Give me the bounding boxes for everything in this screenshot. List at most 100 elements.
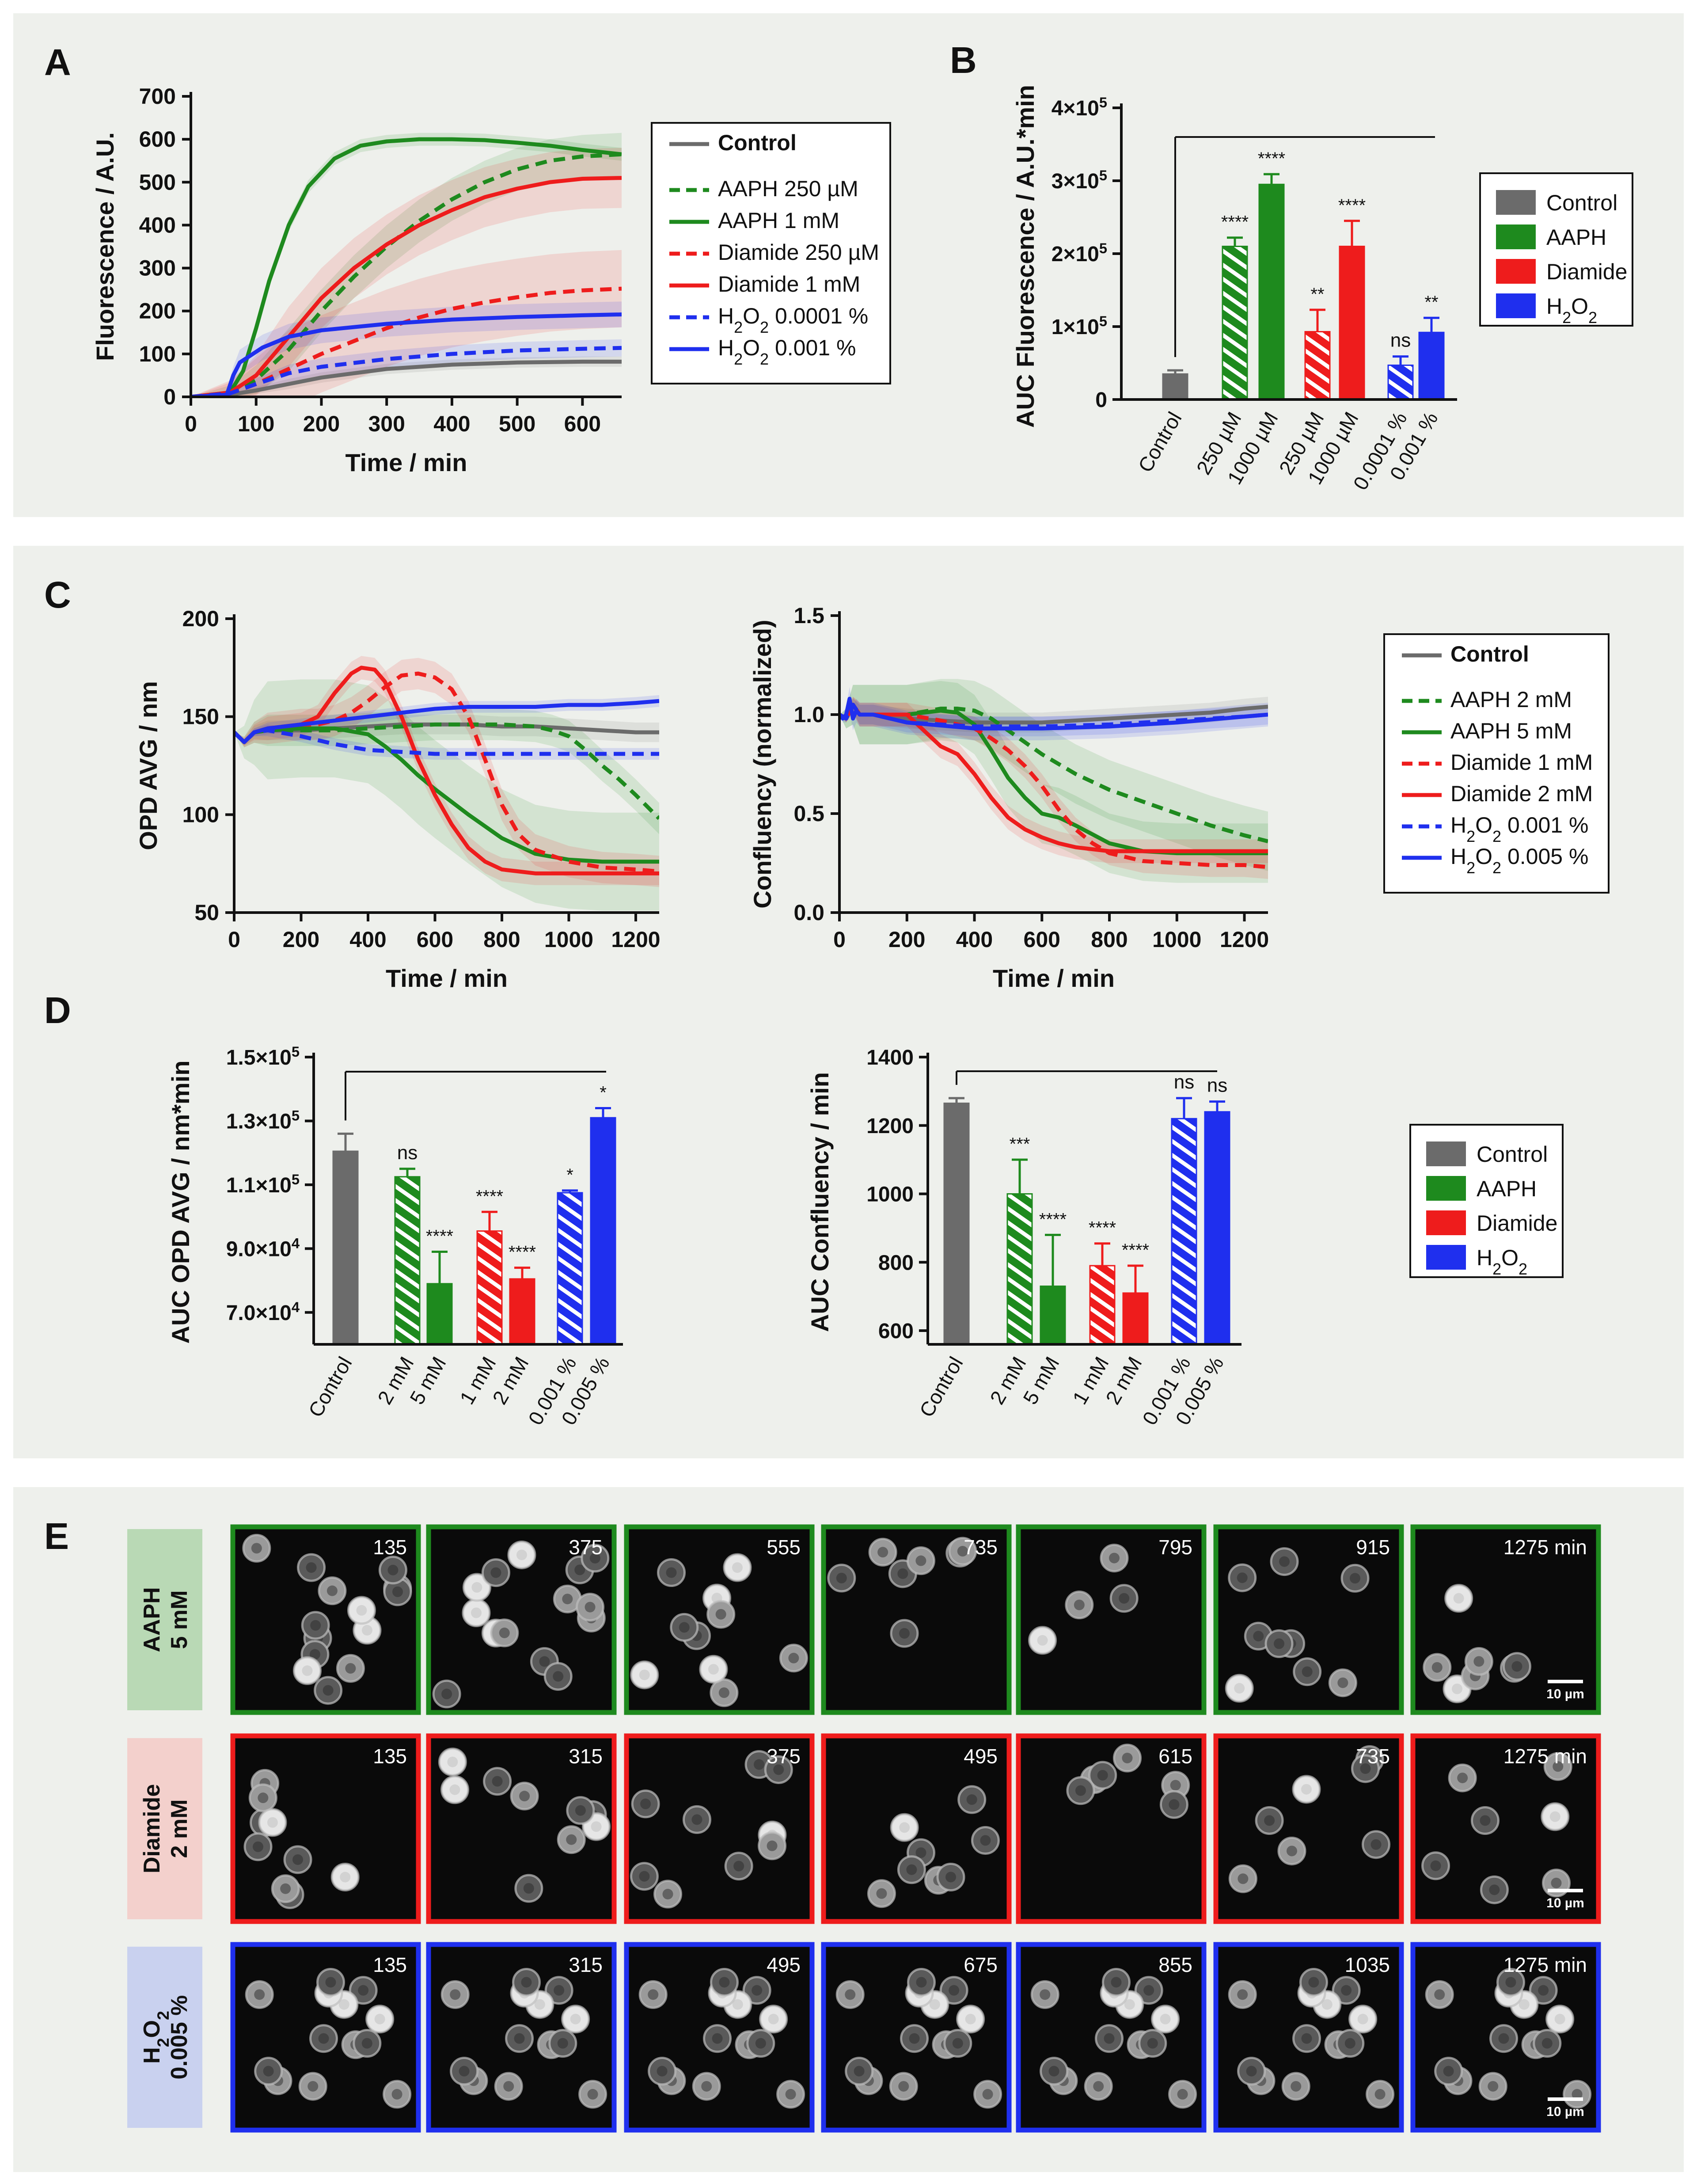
cell-center <box>949 1985 960 1996</box>
legend-label: AAPH 250 µM <box>718 176 858 201</box>
time-label: 855 <box>1158 1953 1192 1976</box>
subscript: 2 <box>154 2011 172 2020</box>
x-tick-label: 400 <box>349 927 386 952</box>
cell-center <box>1498 2033 1509 2044</box>
legend-label: AAPH <box>1477 1176 1537 1201</box>
y-tick-label: 1400 <box>866 1046 914 1069</box>
cell-center <box>1124 1999 1135 2010</box>
panel-letter-b: B <box>950 39 977 81</box>
cell-center <box>1302 1666 1313 1677</box>
cell-center <box>499 1627 510 1638</box>
panel-e-micrographs: AAPH 5 mM 135 375 555 735 795 915 1275 min 10 µm D… <box>127 1524 1601 2133</box>
error-band-diamide <box>234 658 659 887</box>
cell-center <box>732 1999 743 2010</box>
micrograph-tile: 735 <box>1213 1733 1404 1924</box>
cell-center <box>1301 2033 1312 2044</box>
y-axis-title: AUC Confluency / min <box>806 1072 834 1332</box>
chart-b-auc-fluorescence: Control****250 µM****1000 µM**250 µM****… <box>1011 85 1633 494</box>
cell <box>723 1553 752 1582</box>
tick-exponent: 5 <box>292 1043 300 1060</box>
significance-label: ns <box>1174 1071 1194 1093</box>
cell-center <box>356 1605 367 1616</box>
time-label: 135 <box>373 1745 407 1768</box>
micrograph-tile: 315 <box>426 1733 617 1924</box>
error-band-h2o2 <box>191 339 622 397</box>
cell <box>956 2005 985 2034</box>
text-span: O <box>1571 294 1588 319</box>
cell-center <box>1350 1573 1361 1584</box>
cell-center <box>715 1609 726 1620</box>
bar-h2o2 <box>1387 364 1414 400</box>
panel-letter-a: A <box>44 42 71 83</box>
x-tick-label: 600 <box>417 927 453 952</box>
cell-center <box>566 1834 577 1845</box>
y-tick-label: 1.3×105 <box>226 1107 300 1134</box>
cell-center <box>562 1594 573 1605</box>
cell-center <box>1040 1989 1051 2000</box>
subscript: 2 <box>734 318 743 336</box>
cell <box>347 1596 376 1625</box>
legend-label: Diamide <box>1546 259 1627 284</box>
text-span: O <box>1475 844 1492 869</box>
cell-center <box>701 2081 712 2092</box>
significance-label: **** <box>1039 1210 1067 1229</box>
bar-aaph <box>394 1176 421 1345</box>
y-tick-label: 2×105 <box>1052 240 1107 266</box>
error-band-aaph <box>234 679 659 911</box>
x-tick-label: 100 <box>238 411 274 436</box>
x-tick-label: 1000 <box>544 927 593 952</box>
y-tick-label: 200 <box>182 606 219 631</box>
series-line-h2o2-solid <box>234 699 659 744</box>
legend-label: H2O2 0.001 % <box>1450 813 1588 845</box>
text-span: H <box>718 335 734 360</box>
cell-center <box>1097 1770 1108 1781</box>
cell-center <box>719 1977 730 1988</box>
cell-center <box>640 1798 651 1809</box>
y-tick-label: 1.5×105 <box>226 1043 300 1070</box>
text-span: 0.001 % <box>1501 813 1588 837</box>
tick-exponent: 5 <box>292 1107 300 1123</box>
legend-label: Diamide <box>1477 1211 1557 1236</box>
category-label: Control <box>1133 408 1186 476</box>
cell-center <box>965 2013 976 2024</box>
y-tick-label: 100 <box>182 802 219 827</box>
legend-swatch-diamide <box>1426 1210 1466 1235</box>
cell-center <box>267 1817 278 1828</box>
x-tick-label: 600 <box>1024 927 1060 952</box>
cell-center <box>253 1841 264 1852</box>
series-line-h2o2-solid <box>191 312 622 397</box>
cell-center <box>254 1989 265 2000</box>
micrograph-tile: 375 <box>624 1733 815 1924</box>
cell-center <box>258 1792 269 1804</box>
cell-center <box>1430 1860 1441 1871</box>
subscript: 2 <box>1519 1260 1527 1278</box>
cell <box>630 1660 659 1689</box>
tick-exponent: 5 <box>1099 240 1107 256</box>
cell-center <box>845 1989 856 2000</box>
cell-center <box>639 1871 650 1882</box>
legend-label: H2O2 0.005 % <box>1450 844 1588 877</box>
cell-center <box>574 1564 585 1575</box>
significance-label: **** <box>1221 213 1249 232</box>
tick-mantissa: 3×10 <box>1052 170 1099 193</box>
cell-center <box>1143 1985 1154 1996</box>
series-line-h2o2-dashed <box>191 346 622 397</box>
cell-center <box>361 2038 372 2049</box>
time-label: 555 <box>767 1536 801 1559</box>
cell-center <box>648 1989 659 2000</box>
bar-aaph <box>426 1283 453 1345</box>
time-label: 735 <box>1356 1745 1390 1768</box>
bar-h2o2 <box>590 1117 616 1345</box>
cell-center <box>1237 1572 1248 1583</box>
cell-center <box>374 2013 385 2024</box>
cell <box>1444 1584 1473 1613</box>
cell-center <box>708 1664 719 1675</box>
cell-center <box>1109 1552 1120 1564</box>
tick-mantissa: 1.1×10 <box>226 1174 292 1197</box>
x-tick-label: 400 <box>956 927 993 952</box>
legend-label: H2O2 0.0001 % <box>718 304 868 336</box>
cell-center <box>929 1999 940 2010</box>
cell-center <box>1538 1985 1549 1996</box>
tick-exponent: 5 <box>1099 94 1107 110</box>
